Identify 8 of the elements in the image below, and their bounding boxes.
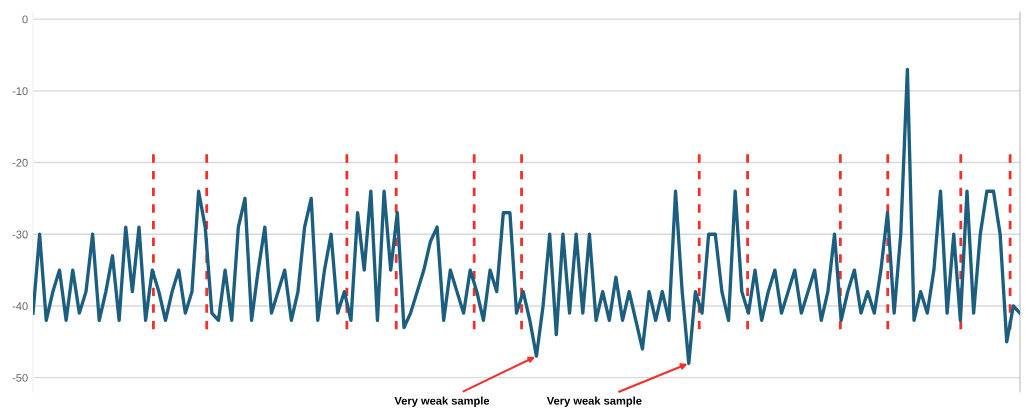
text: Very weak sample	[546, 396, 642, 407]
y-tick-label: -40	[12, 302, 28, 311]
y-tick-label: -10	[12, 87, 28, 95]
text: Very weak sample	[394, 396, 490, 407]
y-tick-label: 0	[22, 15, 28, 24]
y-tick-label: -20	[12, 158, 28, 167]
y-tick-label: -50	[12, 373, 28, 382]
y-tick-label: -30	[12, 230, 28, 239]
